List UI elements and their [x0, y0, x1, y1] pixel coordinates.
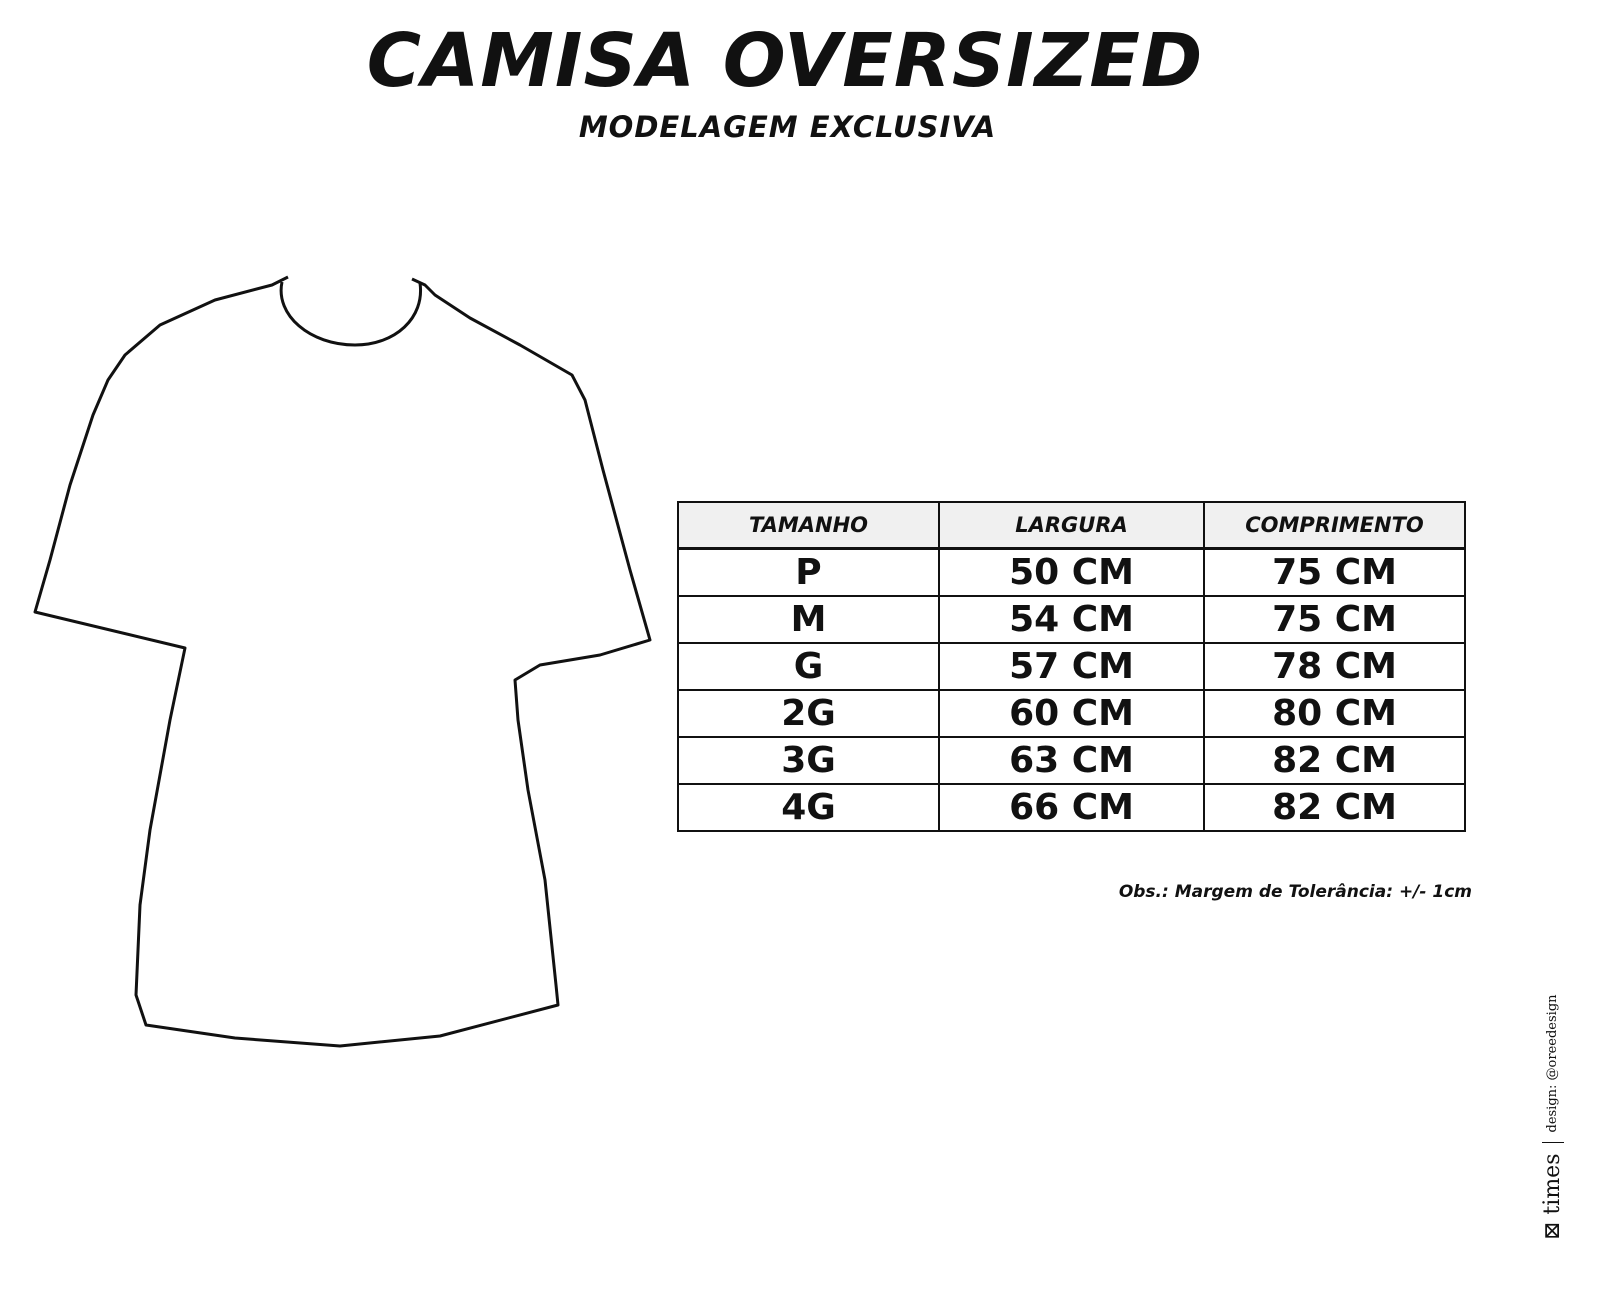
width-cell: 63 CM	[938, 736, 1205, 785]
tshirt-outline-illustration	[33, 275, 652, 1048]
table-row: G 57 CM 78 CM	[677, 642, 1466, 691]
length-cell: 75 CM	[1203, 547, 1466, 597]
page-title: CAMISA OVERSIZED	[366, 18, 1204, 104]
length-cell: 82 CM	[1203, 783, 1466, 832]
designer-credit: design: @oreedesign	[1545, 994, 1560, 1133]
width-cell: 57 CM	[938, 642, 1205, 691]
length-cell: 78 CM	[1203, 642, 1466, 691]
tolerance-note: Obs.: Margem de Tolerância: +/- 1cm	[1118, 882, 1472, 902]
size-cell: 3G	[677, 736, 940, 785]
width-cell: 66 CM	[938, 783, 1205, 832]
table-row: 4G 66 CM 82 CM	[677, 783, 1466, 832]
column-header-length: COMPRIMENTO	[1203, 501, 1466, 550]
size-cell: G	[677, 642, 940, 691]
column-header-width: LARGURA	[938, 501, 1205, 550]
length-cell: 75 CM	[1203, 595, 1466, 644]
width-cell: 54 CM	[938, 595, 1205, 644]
page-subtitle: MODELAGEM EXCLUSIVA	[578, 110, 997, 144]
length-cell: 80 CM	[1203, 689, 1466, 738]
width-cell: 60 CM	[938, 689, 1205, 738]
column-header-size: TAMANHO	[677, 501, 940, 550]
length-cell: 82 CM	[1203, 736, 1466, 785]
table-row: 2G 60 CM 80 CM	[677, 689, 1466, 738]
footer-credit: ⊠ times design: @oreedesign	[1540, 994, 1565, 1240]
size-cell: P	[677, 547, 940, 597]
table-row: P 50 CM 75 CM	[677, 547, 1466, 597]
size-cell: 2G	[677, 689, 940, 738]
size-cell: M	[677, 595, 940, 644]
table-row: 3G 63 CM 82 CM	[677, 736, 1466, 785]
width-cell: 50 CM	[938, 547, 1205, 597]
brand-logo: ⊠ times	[1540, 1153, 1565, 1241]
table-header-row: TAMANHO LARGURA COMPRIMENTO	[677, 501, 1466, 550]
divider	[1541, 1142, 1564, 1144]
size-table: TAMANHO LARGURA COMPRIMENTO P 50 CM 75 CM …	[677, 501, 1466, 832]
size-cell: 4G	[677, 783, 940, 832]
brand-name: times	[1540, 1153, 1565, 1215]
table-row: M 54 CM 75 CM	[677, 595, 1466, 644]
